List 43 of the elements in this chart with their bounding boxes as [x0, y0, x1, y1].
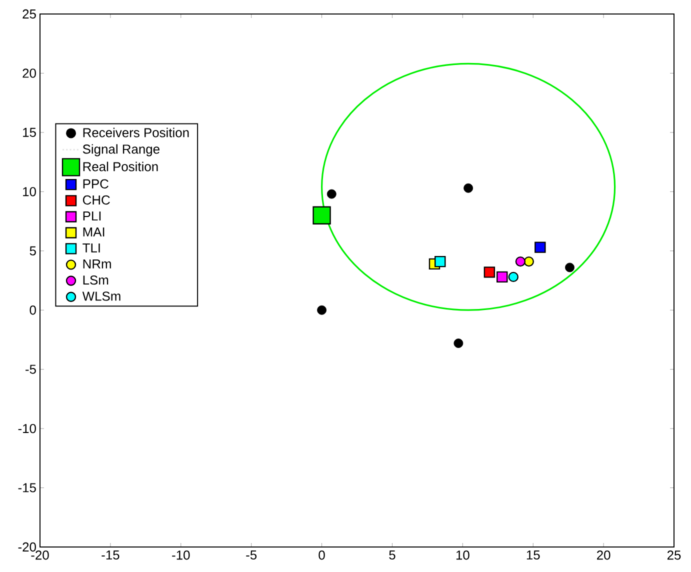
- x-tick-label: 15: [526, 550, 540, 560]
- point: [508, 272, 518, 282]
- legend-label: LSm: [83, 275, 108, 285]
- x-tick-label: 25: [667, 550, 681, 560]
- y-tick-label: -10: [18, 424, 36, 434]
- point: [312, 206, 331, 224]
- legend-label: WLSm: [82, 292, 120, 301]
- legend-label: Signal Range: [82, 144, 160, 156]
- x-tick-label: 0: [318, 550, 325, 560]
- x-tick-label: 20: [597, 550, 610, 560]
- point: [496, 271, 508, 283]
- y-tick-label: -15: [18, 483, 36, 492]
- y-tick-label: 20: [22, 68, 36, 78]
- legend-label: NRm: [83, 260, 111, 268]
- point: [434, 256, 446, 268]
- point: [484, 266, 496, 278]
- x-tick-label: -15: [102, 550, 120, 560]
- point: [317, 305, 326, 315]
- legend-label: MAI: [83, 228, 104, 236]
- x-tick-label: 10: [456, 550, 470, 560]
- legend-label: Receivers Position: [83, 128, 189, 138]
- y-tick-label: 10: [23, 187, 36, 196]
- legend-label: PPC: [83, 179, 108, 188]
- point: [534, 242, 546, 253]
- legend-label: Real Position: [83, 162, 158, 172]
- point: [565, 262, 574, 272]
- point: [326, 189, 336, 199]
- legend-label: PLI: [83, 212, 101, 220]
- y-tick-label: 25: [22, 9, 36, 19]
- y-tick-label: -20: [18, 542, 36, 552]
- y-tick-label: 15: [23, 128, 36, 137]
- point: [464, 183, 474, 193]
- legend-label: CHC: [82, 195, 110, 205]
- x-tick-label: 5: [389, 550, 396, 560]
- x-tick-label: -10: [172, 550, 190, 560]
- x-tick-label: -5: [246, 550, 257, 560]
- y-tick-label: 5: [30, 246, 36, 256]
- y-tick-label: 0: [30, 306, 36, 315]
- point: [454, 338, 464, 348]
- legend-label: TLI: [82, 244, 100, 252]
- point: [515, 256, 526, 267]
- point: [524, 256, 534, 267]
- y-tick-label: -5: [26, 364, 36, 374]
